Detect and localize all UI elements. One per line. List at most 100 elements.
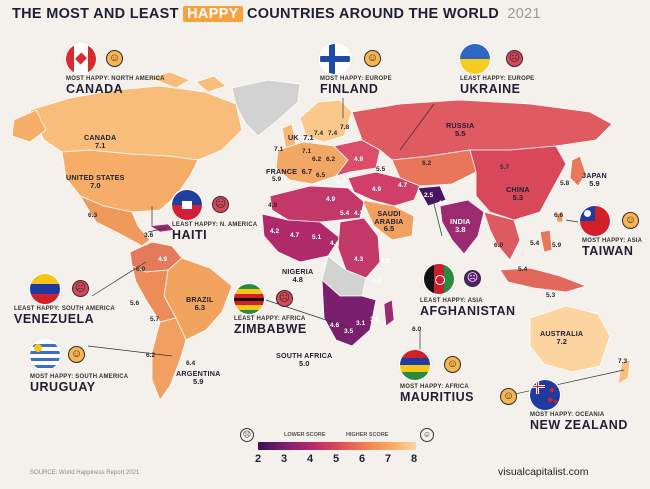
label-australia: AUSTRALIA 7.2 bbox=[540, 329, 584, 346]
happy-face-icon: ☺ bbox=[364, 50, 381, 67]
legend-tick: 5 bbox=[332, 453, 340, 465]
sad-face-icon: ☹ bbox=[506, 50, 523, 67]
japan-region bbox=[569, 155, 587, 187]
legend-tick: 7 bbox=[384, 453, 392, 465]
score-east-africa-1: 4.3 bbox=[354, 210, 364, 217]
alaska-region bbox=[11, 109, 47, 143]
score-mongolia: 5.7 bbox=[500, 164, 510, 171]
zimbabwe-flag-icon bbox=[234, 284, 264, 314]
greenland-region bbox=[231, 79, 301, 137]
score-east-africa-2: 4.6 bbox=[372, 278, 382, 285]
score-southern-africa-1: 3.1 bbox=[356, 320, 366, 327]
score-benelux: 7.1 bbox=[302, 148, 312, 155]
score-sudan: 5.4 bbox=[340, 210, 350, 217]
score-finland: 7.8 bbox=[340, 124, 350, 131]
score-west-africa-2: 4.7 bbox=[290, 232, 300, 239]
score-southern-africa-3: 3.5 bbox=[344, 328, 354, 335]
label-china: CHINA 5.3 bbox=[506, 185, 530, 202]
score-indonesia: 5.3 bbox=[546, 292, 556, 299]
canada-islands bbox=[148, 71, 227, 93]
label-russia: RUSSIA 5.5 bbox=[446, 121, 475, 138]
argentina-chile-region bbox=[151, 317, 187, 401]
brand-link[interactable]: visualcapitalist.com bbox=[498, 466, 589, 478]
indonesia-region bbox=[499, 267, 588, 293]
uruguay-flag-icon bbox=[30, 340, 60, 370]
taiwan-flag-icon bbox=[580, 206, 610, 236]
callout-venezuela: LEAST HAPPY: SOUTH AMERICA VENEZUELA bbox=[14, 306, 115, 326]
legend-tick: 6 bbox=[358, 453, 366, 465]
score-spain: 5.9 bbox=[272, 176, 282, 183]
label-nigeria: NIGERIA 4.8 bbox=[282, 267, 314, 284]
score-eu-a: 6.2 bbox=[312, 156, 322, 163]
title-year: 2021 bbox=[507, 6, 541, 22]
canada-flag-icon bbox=[66, 44, 96, 74]
sad-face-icon: ☹ bbox=[464, 270, 481, 287]
score-central-europe: 6.2 bbox=[326, 156, 336, 163]
madagascar-region bbox=[383, 299, 395, 327]
happy-face-icon: ☺ bbox=[68, 346, 85, 363]
legend-tick: 2 bbox=[254, 453, 262, 465]
label-canada: CANADA 7.1 bbox=[84, 133, 117, 150]
callout-ukraine: LEAST HAPPY: EUROPE UKRAINE bbox=[460, 76, 535, 96]
middle-east-region bbox=[347, 171, 421, 207]
legend-low-label: LOWER SCORE bbox=[284, 432, 326, 438]
happy-face-icon: ☺ bbox=[500, 388, 517, 405]
score-pakistan: 4.9 bbox=[438, 200, 448, 207]
mexico-region bbox=[79, 195, 151, 247]
score-peru: 5.6 bbox=[130, 300, 140, 307]
score-sw-africa: 4.9 bbox=[268, 202, 278, 209]
score-norway: 7.4 bbox=[314, 130, 324, 137]
score-eu-c: 5.5 bbox=[376, 166, 386, 173]
score-afghanistan: 2.5 bbox=[424, 192, 434, 199]
score-philippines: 5.9 bbox=[552, 242, 562, 249]
callout-afghanistan: LEAST HAPPY: ASIA AFGHANISTAN bbox=[420, 298, 516, 318]
label-uk: UK 7.1 bbox=[288, 133, 314, 142]
taiwan-region bbox=[555, 211, 564, 223]
finland-flag-icon bbox=[320, 44, 350, 74]
happy-face-icon: ☺ bbox=[444, 356, 461, 373]
score-italy: 6.5 bbox=[316, 172, 326, 179]
score-west-africa-1: 4.2 bbox=[270, 228, 280, 235]
score-egypt: 4.3 bbox=[380, 258, 390, 265]
sad-face-icon: ☹ bbox=[240, 428, 254, 442]
callout-new-zealand: MOST HAPPY: OCEANIA NEW ZEALAND bbox=[530, 412, 628, 432]
score-eu-b: 4.9 bbox=[336, 178, 346, 185]
legend-high-label: HIGHER SCORE bbox=[346, 432, 389, 438]
callout-haiti: LEAST HAPPY: N. AMERICA HAITI bbox=[172, 222, 258, 242]
east-africa-region bbox=[337, 217, 381, 279]
callout-finland: MOST HAPPY: EUROPE FINLAND bbox=[320, 76, 392, 96]
score-sweden: 7.4 bbox=[328, 130, 338, 137]
north-africa-region bbox=[269, 185, 365, 223]
canada-region bbox=[29, 85, 243, 161]
score-chad: 4.4 bbox=[330, 240, 340, 247]
label-japan: JAPAN 5.9 bbox=[582, 171, 607, 188]
scandinavia-region bbox=[299, 99, 353, 143]
sad-face-icon: ☹ bbox=[212, 196, 229, 213]
legend-tick: 8 bbox=[410, 453, 418, 465]
se-asia-region bbox=[483, 211, 521, 261]
legend-tick: 3 bbox=[280, 453, 288, 465]
score-bolivia: 5.7 bbox=[150, 316, 160, 323]
label-argentina: ARGENTINA 5.9 bbox=[176, 369, 221, 386]
score-taiwan: 6.6 bbox=[554, 212, 564, 219]
sad-face-icon: ☹ bbox=[276, 290, 293, 307]
label-south-africa: SOUTH AFRICA 5.0 bbox=[276, 351, 333, 368]
callout-taiwan: MOST HAPPY: ASIA TAIWAN bbox=[582, 238, 643, 258]
happy-face-icon: ☺ bbox=[622, 212, 639, 229]
sad-face-icon: ☹ bbox=[72, 280, 89, 297]
callout-mauritius: MOST HAPPY: AFRICA MAURITIUS bbox=[400, 384, 474, 404]
callout-zimbabwe: LEAST HAPPY: AFRICA ZIMBABWE bbox=[234, 316, 307, 336]
label-united-states: UNITED STATES 7.0 bbox=[66, 173, 125, 190]
china-region bbox=[469, 145, 567, 221]
score-southern-africa-4: 4.6 bbox=[330, 322, 340, 329]
score-southern-africa-2: 3.6 bbox=[370, 316, 380, 323]
legend-gradient-bar bbox=[258, 442, 416, 450]
label-brazil: BRAZIL 6.3 bbox=[186, 295, 214, 312]
callout-uruguay: MOST HAPPY: SOUTH AMERICA URUGUAY bbox=[30, 374, 129, 394]
score-iran: 4.7 bbox=[398, 182, 408, 189]
label-france: FRANCE 6.7 bbox=[266, 167, 313, 176]
score-uruguay: 6.4 bbox=[186, 360, 196, 367]
score-west-africa-3: 5.1 bbox=[312, 234, 322, 241]
page-title: THE MOST AND LEAST HAPPY COUNTRIES AROUN… bbox=[12, 6, 541, 22]
